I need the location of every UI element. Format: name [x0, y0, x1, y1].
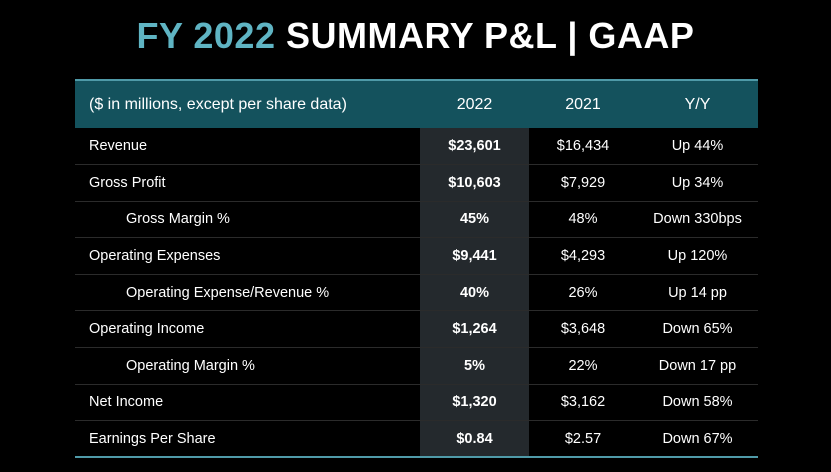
row-label: Operating Expense/Revenue %: [126, 284, 330, 301]
value-2021: $4,293: [560, 248, 606, 265]
table-row: Revenue $23,601 $16,434 Up 44%: [75, 128, 758, 165]
table-row: Gross Margin % 45% 48% Down 330bps: [75, 201, 758, 238]
value-2022: $1,320: [420, 384, 529, 421]
value-2021: 22%: [568, 357, 598, 374]
slide-title: FY 2022 SUMMARY P&L | GAAP: [0, 15, 831, 57]
value-2022: $23,601: [420, 128, 529, 165]
summary-pl-table: ($ in millions, except per share data) 2…: [75, 81, 758, 458]
row-label: Operating Income: [89, 321, 205, 338]
title-accent: FY 2022: [136, 15, 276, 56]
header-yy: Y/Y: [684, 95, 711, 113]
value-yy: Up 120%: [667, 248, 728, 265]
value-yy: Down 67%: [662, 430, 733, 447]
value-2022: $9,441: [420, 237, 529, 275]
value-yy: Down 58%: [662, 394, 733, 411]
table-top-rule: [75, 79, 758, 81]
table-row: Earnings Per Share $0.84 $2.57 Down 67%: [75, 420, 758, 458]
table-row: Operating Income $1,264 $3,648 Down 65%: [75, 310, 758, 348]
row-label: Gross Profit: [89, 174, 166, 191]
value-yy: Up 44%: [671, 138, 724, 155]
value-2021: $16,434: [556, 138, 610, 155]
header-label-column: ($ in millions, except per share data): [89, 95, 347, 113]
pl-table-container: ($ in millions, except per share data) 2…: [75, 79, 758, 458]
table-row: Operating Expense/Revenue % 40% 26% Up 1…: [75, 274, 758, 311]
row-label: Gross Margin %: [126, 211, 230, 228]
title-main: SUMMARY P&L | GAAP: [286, 15, 695, 56]
row-label: Operating Expenses: [89, 248, 221, 265]
value-2021: $7,929: [560, 174, 606, 191]
value-2022: 40%: [420, 274, 529, 311]
row-label: Revenue: [89, 138, 148, 155]
row-label: Operating Margin %: [126, 357, 255, 374]
value-yy: Down 65%: [662, 321, 733, 338]
header-2022: 2022: [456, 95, 493, 113]
value-yy: Up 14 pp: [668, 284, 727, 301]
value-2022: $1,264: [420, 310, 529, 348]
value-2021: $3,648: [560, 321, 606, 338]
value-2021: $3,162: [560, 394, 606, 411]
value-2022: 5%: [420, 347, 529, 385]
value-2021: $2.57: [564, 430, 602, 447]
header-2021: 2021: [565, 95, 601, 113]
value-2022: 45%: [420, 201, 529, 238]
value-yy: Down 330bps: [653, 211, 742, 228]
table-row: Net Income $1,320 $3,162 Down 58%: [75, 384, 758, 421]
table-row: Gross Profit $10,603 $7,929 Up 34%: [75, 164, 758, 202]
value-2021: 48%: [568, 211, 598, 228]
value-2021: 26%: [568, 284, 598, 301]
value-2022: $10,603: [420, 164, 529, 202]
value-yy: Down 17 pp: [658, 357, 737, 374]
value-2022: $0.84: [420, 420, 529, 458]
table-row: Operating Expenses $9,441 $4,293 Up 120%: [75, 237, 758, 275]
row-label: Net Income: [89, 394, 164, 411]
table-row: Operating Margin % 5% 22% Down 17 pp: [75, 347, 758, 385]
value-yy: Up 34%: [671, 174, 724, 191]
table-header-row: ($ in millions, except per share data) 2…: [75, 81, 758, 128]
row-label: Earnings Per Share: [89, 430, 216, 447]
